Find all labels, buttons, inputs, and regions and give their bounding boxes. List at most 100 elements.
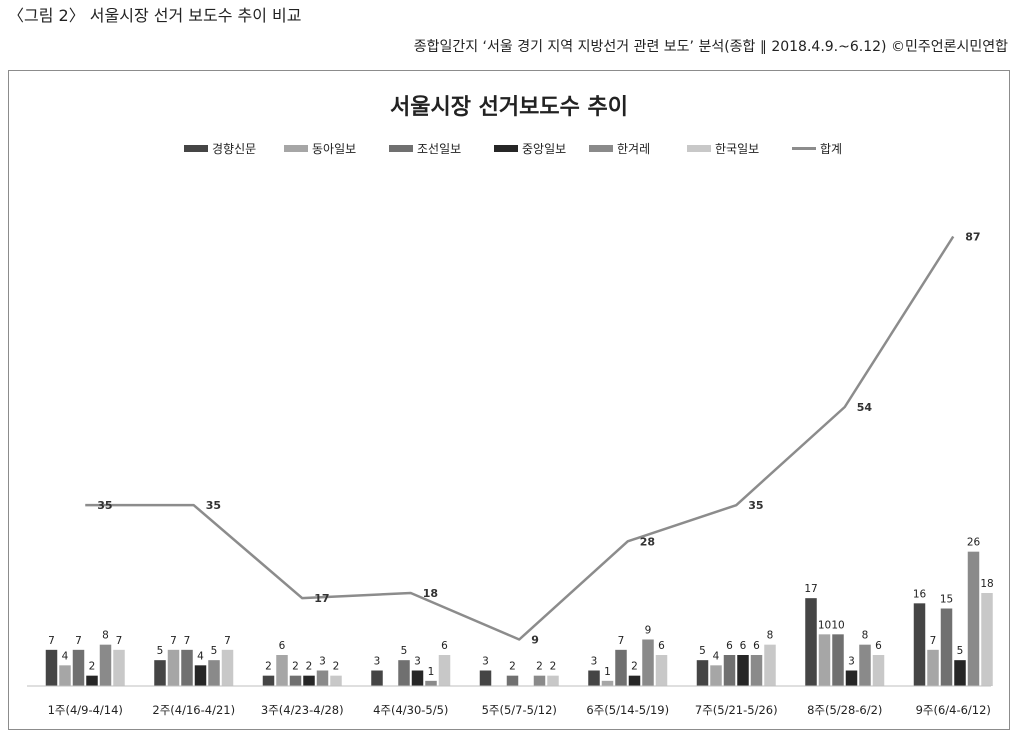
bar xyxy=(981,593,993,686)
bar xyxy=(832,634,844,686)
legend-label: 한국일보 xyxy=(715,142,759,156)
bar-data-label: 8 xyxy=(767,630,774,642)
bar-data-label: 7 xyxy=(224,635,231,647)
total-data-label: 9 xyxy=(531,634,539,647)
total-data-label: 54 xyxy=(857,401,873,414)
bar xyxy=(954,660,966,686)
bar xyxy=(59,665,71,686)
bar-data-label: 4 xyxy=(713,650,720,662)
bar-data-label: 6 xyxy=(875,640,882,652)
bar xyxy=(750,655,763,686)
bar xyxy=(696,660,709,686)
bar xyxy=(547,675,559,686)
legend-label: 조선일보 xyxy=(417,142,461,156)
bar-data-label: 3 xyxy=(482,656,489,668)
figure-source: 종합일간지 ‘서울 경기 지역 지방선거 관련 보도’ 분석(종합 ∥ 2018… xyxy=(413,39,1008,55)
bar-data-label: 1 xyxy=(428,666,435,678)
bar xyxy=(167,649,180,686)
bar-data-label: 5 xyxy=(957,645,964,657)
bar xyxy=(642,639,654,686)
bar-data-label: 2 xyxy=(333,661,340,673)
chart-title: 서울시장 선거보도수 추이 xyxy=(390,95,628,120)
bar-data-label: 26 xyxy=(967,537,981,549)
legend-label: 중앙일보 xyxy=(522,142,566,156)
bar-data-label: 4 xyxy=(197,650,204,662)
bar xyxy=(913,603,926,686)
bar-data-label: 2 xyxy=(265,661,272,673)
bar-data-label: 16 xyxy=(913,588,927,600)
bar-data-label: 5 xyxy=(211,645,218,657)
legend-label: 합계 xyxy=(820,142,842,156)
legend-swatch xyxy=(389,145,413,152)
x-tick-label: 6주(5/14-5/19) xyxy=(586,703,669,717)
bar xyxy=(479,670,492,686)
x-tick-label: 5주(5/7-5/12) xyxy=(482,703,557,717)
bar xyxy=(154,660,166,686)
bar xyxy=(45,649,58,686)
bar-data-label: 6 xyxy=(441,640,448,652)
legend-label: 경향신문 xyxy=(212,142,256,156)
bar-data-label: 10 xyxy=(831,619,844,631)
bar xyxy=(398,660,410,686)
legend-item: 한국일보 xyxy=(687,142,759,156)
bar xyxy=(845,670,858,686)
bar xyxy=(588,670,600,686)
bar xyxy=(276,655,288,686)
bar xyxy=(289,675,302,686)
bar-data-label: 10 xyxy=(818,619,831,631)
bar xyxy=(533,675,546,686)
total-data-label: 35 xyxy=(97,499,112,512)
bar-data-label: 7 xyxy=(116,635,123,647)
bar-data-label: 5 xyxy=(401,645,408,657)
bar xyxy=(506,675,519,686)
bar-data-label: 2 xyxy=(306,661,313,673)
bar xyxy=(411,670,424,686)
bar-data-label: 6 xyxy=(726,640,733,652)
bar xyxy=(72,649,85,686)
bar xyxy=(316,670,329,686)
legend: 경향신문 동아일보 조선일보 중앙일보 한겨레 한국일보 합계 xyxy=(184,142,842,156)
bar xyxy=(967,551,980,686)
bar xyxy=(425,680,437,686)
bar xyxy=(764,644,776,686)
total-data-label: 28 xyxy=(640,535,655,548)
bar-data-label: 18 xyxy=(980,578,993,590)
legend-swatch xyxy=(284,145,308,152)
bar-data-label: 7 xyxy=(48,635,55,647)
category-group: 16 7 15 5 26 18 xyxy=(913,537,994,686)
bar xyxy=(940,608,953,686)
x-tick-label: 3주(4/23-4/28) xyxy=(261,703,344,717)
bar xyxy=(601,680,614,686)
bar xyxy=(927,649,939,686)
bar xyxy=(737,655,749,686)
legend-swatch xyxy=(589,145,613,152)
legend-label: 동아일보 xyxy=(312,142,356,156)
legend-swatch xyxy=(184,145,208,152)
legend-item: 조선일보 xyxy=(389,142,461,156)
bar-data-label: 3 xyxy=(319,656,326,668)
bar-data-label: 7 xyxy=(930,635,937,647)
category-group: 262 2 3 2 xyxy=(262,640,342,686)
bar-data-label: 8 xyxy=(862,630,869,642)
bar-data-label: 2 xyxy=(631,661,638,673)
bar-data-label: 1 xyxy=(604,666,611,678)
bar-data-label: 6 xyxy=(658,640,665,652)
bar-data-label: 2 xyxy=(509,661,516,673)
bar xyxy=(655,655,668,686)
legend-item: 중앙일보 xyxy=(494,142,566,156)
bar xyxy=(221,649,234,686)
x-tick-label: 4주(4/30-5/5) xyxy=(373,703,448,717)
bar xyxy=(208,660,220,686)
total-data-label: 35 xyxy=(206,499,221,512)
legend-item: 합계 xyxy=(792,142,842,156)
category-group: 57 74 57 xyxy=(154,635,234,686)
legend-swatch xyxy=(494,145,518,152)
x-tick-label: 7주(5/21-5/26) xyxy=(695,703,778,717)
bar-data-label: 7 xyxy=(618,635,625,647)
bar-data-label: 15 xyxy=(940,594,953,606)
bar xyxy=(872,655,885,686)
